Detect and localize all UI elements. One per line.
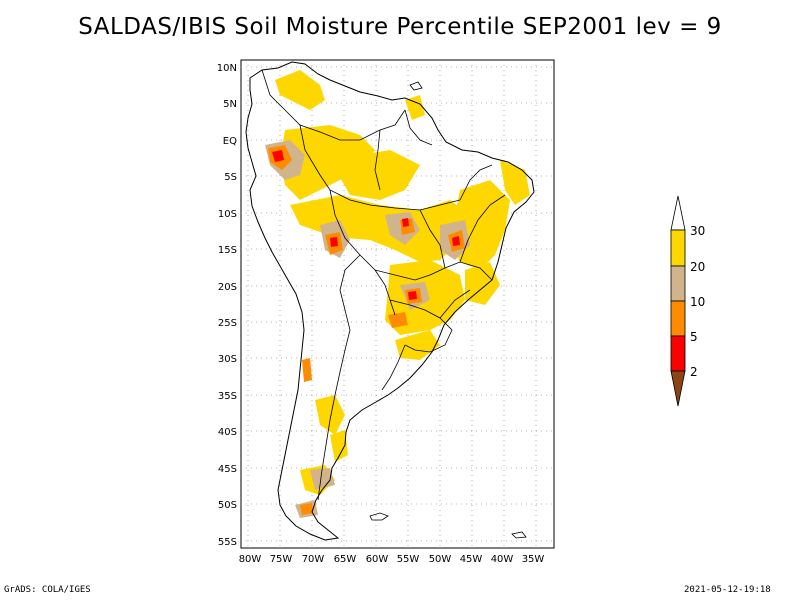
footer-credit: GrADS: COLA/IGES [4,585,91,595]
colorbar-label-20: 20 [690,260,705,274]
colorbar-label-10: 10 [690,295,705,309]
lat-tick-30s: 30S [218,354,237,365]
colorbar [670,195,686,407]
footer-timestamp: 2021-05-12-19:18 [684,585,771,595]
lat-tick-40s: 40S [218,427,237,438]
colorbar-20-30 [670,229,686,267]
map-title: SALDAS/IBIS Soil Moisture Percentile SEP… [78,14,722,40]
lat-tick-50s: 50S [218,500,237,511]
lon-tick-75w: 75W [270,554,293,565]
lat-tick-25s: 25S [218,318,237,329]
lon-tick-40w: 40W [491,554,514,565]
lon-tick-80w: 80W [239,554,262,565]
colorbar-label-5: 5 [690,330,698,344]
lon-tick-35w: 35W [522,554,545,565]
caribbean-island [409,81,423,91]
lat-tick-10n: 10N [217,63,237,74]
lon-tick-65w: 65W [334,554,357,565]
lon-tick-45w: 45W [460,554,483,565]
lat-axis: 10N 5N EQ 5S 10S 15S 20S 25S 30S 35S 40S… [217,63,237,548]
lon-tick-70w: 70W [302,554,325,565]
lat-tick-5n: 5N [223,99,237,110]
coastline [245,61,535,541]
colorbar-10-20 [670,265,686,302]
lat-tick-35s: 35S [218,391,237,402]
lon-axis: 80W 75W 70W 65W 60W 55W 50W 45W 40W 35W [239,554,545,565]
lat-tick-20s: 20S [218,282,237,293]
colorbar-labels: 30 20 10 5 2 [690,224,705,379]
south-georgia-island [511,531,527,539]
lat-tick-eq: EQ [223,136,237,147]
lat-tick-5s: 5S [224,172,237,183]
lat-tick-55s: 55S [218,537,237,548]
lat-tick-15s: 15S [218,245,237,256]
lat-tick-45s: 45S [218,464,237,475]
falkland-islands [369,512,389,521]
colorbar-label-30: 30 [690,224,705,238]
colorbar-label-2: 2 [690,365,698,379]
colorbar-above-30 [670,195,686,231]
lon-tick-55w: 55W [397,554,420,565]
colorbar-below-2 [670,370,686,407]
colorbar-5-10 [670,300,686,337]
lon-tick-50w: 50W [429,554,452,565]
colorbar-2-5 [670,335,686,372]
lat-tick-10s: 10S [218,209,237,220]
lon-tick-60w: 60W [366,554,389,565]
country-borders [261,69,506,501]
